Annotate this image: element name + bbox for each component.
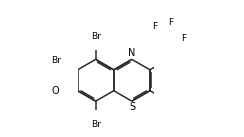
Text: N: N: [128, 48, 136, 58]
Text: F: F: [152, 22, 157, 31]
Text: F: F: [181, 34, 186, 43]
Text: Br: Br: [51, 56, 61, 65]
Text: S: S: [129, 102, 135, 112]
Text: Br: Br: [91, 120, 101, 129]
Text: F: F: [168, 18, 173, 27]
Text: O: O: [51, 86, 59, 96]
Text: Br: Br: [91, 32, 101, 41]
